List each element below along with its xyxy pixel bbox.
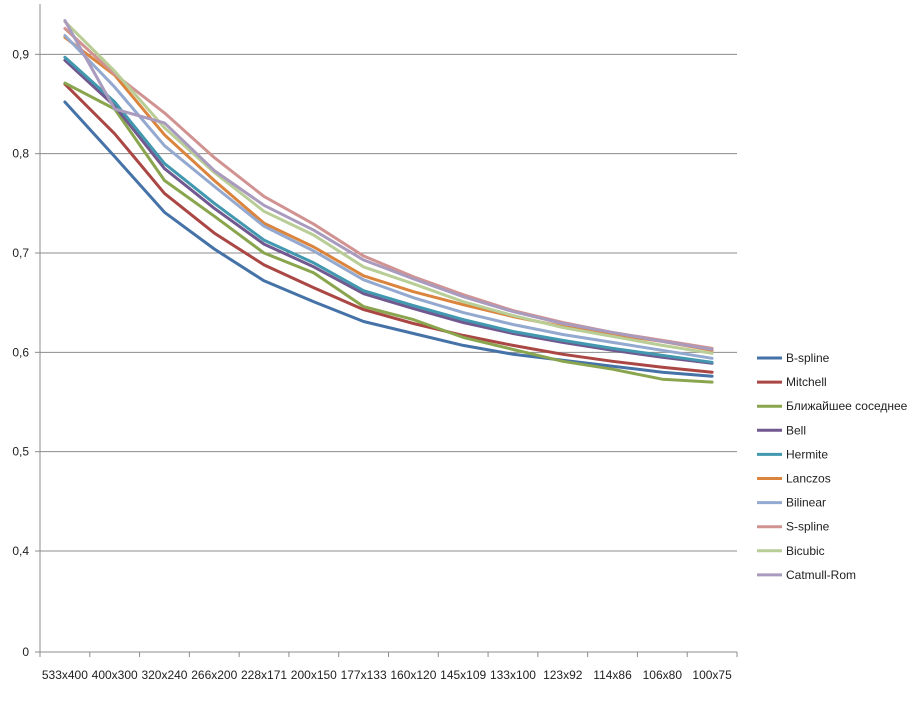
legend-label: Bilinear <box>786 496 826 510</box>
x-tick-label: 100x75 <box>692 668 732 682</box>
x-tick-label: 400x300 <box>92 668 138 682</box>
legend-label: Bicubic <box>786 544 825 558</box>
series-line-bilinear <box>63 34 714 360</box>
x-tick-label: 160x120 <box>390 668 436 682</box>
axes <box>35 4 738 657</box>
series-line-catmull-rom <box>63 19 714 351</box>
x-tick-label: 228x171 <box>241 668 287 682</box>
legend-label: Hermite <box>786 447 828 461</box>
legend-label: Lanczos <box>786 472 831 486</box>
y-tick-label: 0,4 <box>12 544 29 558</box>
x-tick-label: 200x150 <box>291 668 337 682</box>
y-tick-label: 0,5 <box>12 445 29 459</box>
series-line-ближайшее-соседнее <box>63 81 714 384</box>
legend: B-spline Mitchell Ближайшее соседнее Bell He… <box>757 351 908 582</box>
y-tick-label: 0 <box>22 645 29 659</box>
y-tick-label: 0,9 <box>12 47 29 61</box>
y-tick-label: 0,7 <box>12 246 29 260</box>
x-tick-label: 133x100 <box>490 668 536 682</box>
x-tick-label: 266x200 <box>191 668 237 682</box>
series-line-lanczos <box>63 35 714 352</box>
x-tick-labels: 533x400 400x300 320x240 266x200 228x171 200x1… <box>42 668 732 682</box>
legend-label: Mitchell <box>786 375 827 389</box>
legend-label: S-spline <box>786 520 830 534</box>
y-tick-labels: 0 0,4 0,5 0,6 0,7 0,8 0,9 <box>12 47 29 659</box>
series-line-bicubic <box>63 20 714 355</box>
x-tick-label: 114x86 <box>593 668 632 682</box>
x-tick-label: 123x92 <box>543 668 583 682</box>
x-tick-label: 145x109 <box>440 668 486 682</box>
legend-label: B-spline <box>786 351 830 365</box>
x-tick-label: 106x80 <box>643 668 683 682</box>
x-tick-label: 320x240 <box>141 668 187 682</box>
legend-label: Catmull-Rom <box>786 568 856 582</box>
legend-label: Ближайшее соседнее <box>786 399 908 413</box>
series-line-hermite <box>63 55 714 364</box>
legend-label: Bell <box>786 423 806 437</box>
series-line-b-spline <box>63 100 714 378</box>
y-tick-label: 0,8 <box>12 147 29 161</box>
series-line-bell <box>63 58 714 365</box>
series-line-mitchell <box>63 82 714 374</box>
x-tick-label: 177x133 <box>341 668 387 682</box>
y-tick-label: 0,6 <box>12 345 29 359</box>
x-tick-label: 533x400 <box>42 668 88 682</box>
series-lines <box>63 19 714 384</box>
